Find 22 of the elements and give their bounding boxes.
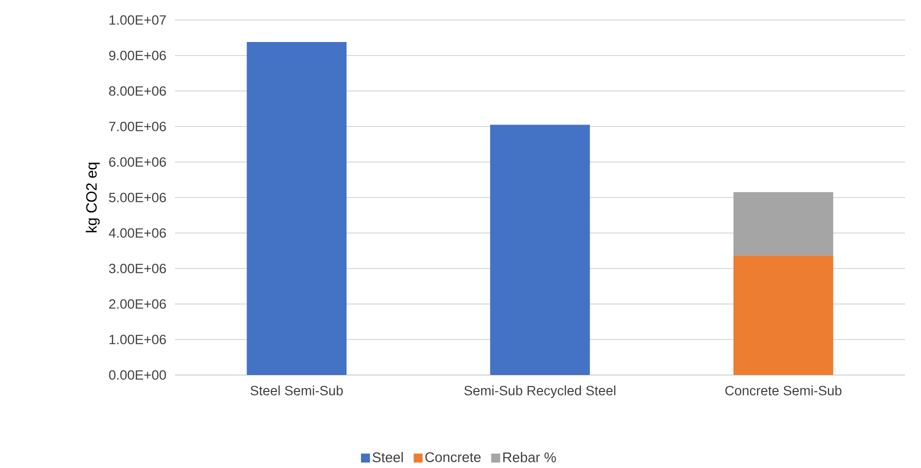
bar <box>246 42 347 375</box>
y-tick-label: 8.00E+06 <box>109 86 166 96</box>
y-tick-label: 6.00E+06 <box>109 157 166 167</box>
legend-label: Rebar % <box>503 452 556 462</box>
y-tick-label: 1.00E+07 <box>110 15 166 25</box>
y-tick-label: 2.00E+06 <box>109 299 166 309</box>
bar <box>733 192 834 256</box>
legend-label: Steel <box>372 452 403 462</box>
legend-label: Concrete <box>425 452 481 462</box>
y-tick-label: 4.00E+06 <box>108 228 166 238</box>
y-axis-title: kg CO2 eq <box>86 162 100 232</box>
x-tick-label: Semi-Sub Recycled Steel <box>464 385 616 398</box>
y-tick-label: 7.00E+06 <box>109 122 166 132</box>
x-tick-label: Concrete Semi-Sub <box>725 385 842 396</box>
y-tick-label: 5.00E+06 <box>109 192 166 202</box>
y-tick-label: 0.00E+00 <box>109 370 166 380</box>
bar <box>490 124 590 375</box>
y-tick-label: 1.00E+06 <box>110 334 166 344</box>
y-tick-label: 9.00E+06 <box>109 50 166 60</box>
x-tick-label: Steel Semi-Sub <box>250 385 343 396</box>
bar <box>733 255 834 375</box>
y-tick-label: 3.00E+06 <box>109 264 166 274</box>
